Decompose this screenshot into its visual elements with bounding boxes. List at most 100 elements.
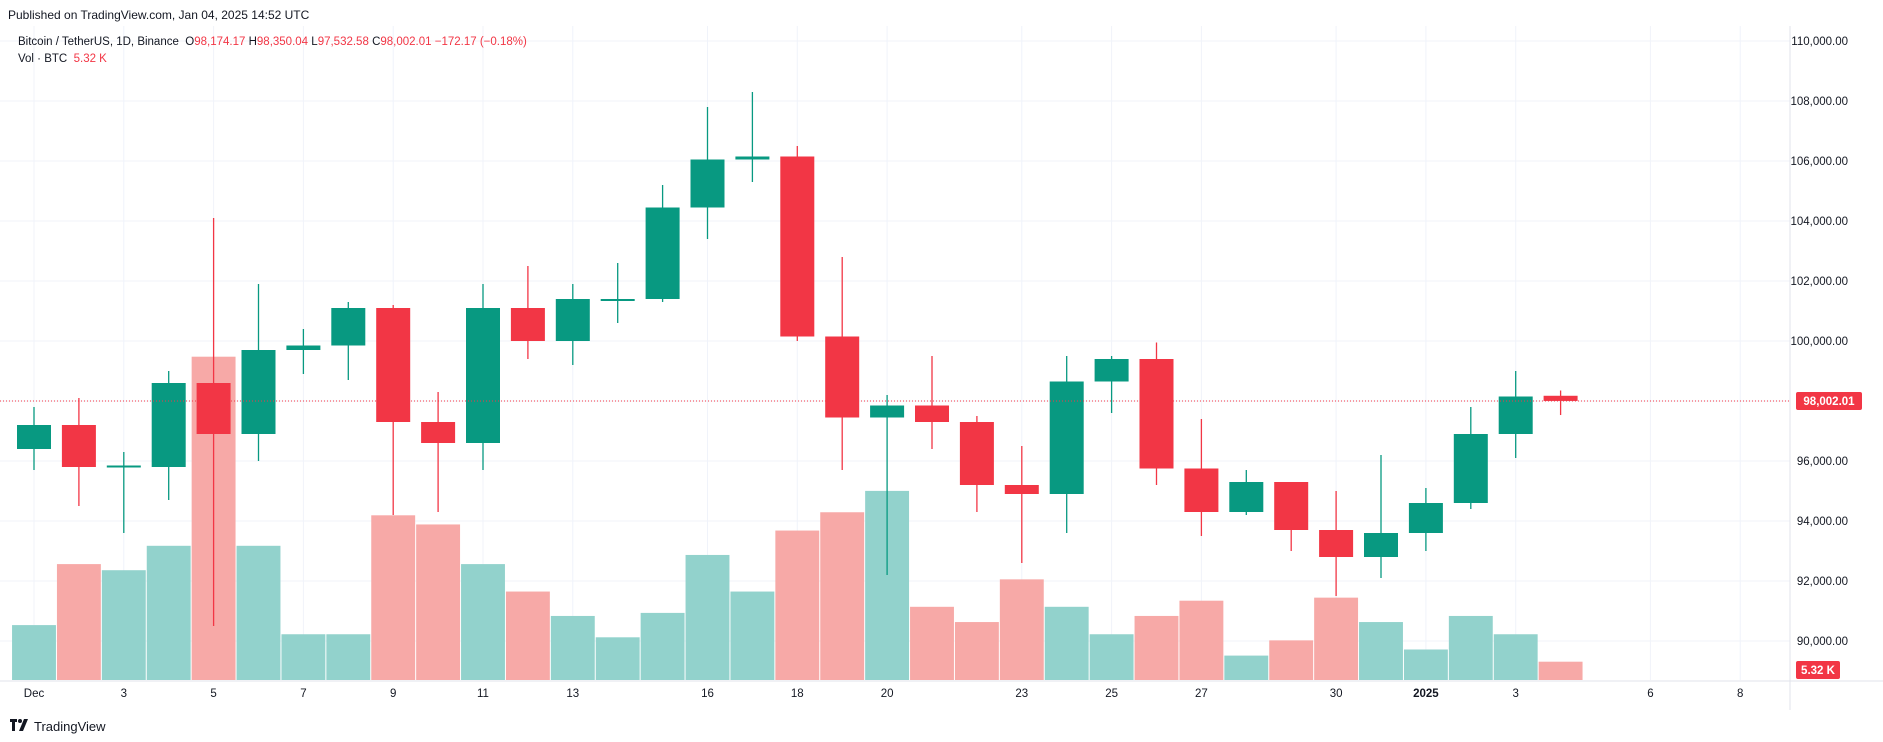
time-tick-label: 3 xyxy=(1512,688,1518,700)
candle-body xyxy=(376,308,411,422)
candle-body xyxy=(1408,503,1443,533)
candle-body xyxy=(600,299,635,301)
candle-body xyxy=(915,405,949,422)
time-tick-label: 27 xyxy=(1195,688,1208,700)
price-tick-label: 110,000.00 xyxy=(1791,36,1848,48)
volume-bar xyxy=(371,515,416,680)
candle-body xyxy=(825,336,860,418)
volume-bar xyxy=(954,622,999,680)
candle-body xyxy=(421,422,456,443)
candle-body xyxy=(1498,396,1533,434)
price-tick-label: 106,000.00 xyxy=(1790,156,1848,168)
volume-bar xyxy=(1044,606,1089,680)
current-volume-label: 5.32 K xyxy=(1801,665,1836,677)
time-tick-label: 2025 xyxy=(1413,688,1439,700)
volume-bar xyxy=(1179,600,1224,680)
volume-bar xyxy=(101,570,146,680)
volume-bar xyxy=(1403,649,1448,680)
price-tick-label: 100,000.00 xyxy=(1790,336,1848,348)
price-tick-label: 102,000.00 xyxy=(1790,276,1848,288)
ohlc-legend-row: Bitcoin / TetherUS, 1D, Binance O98,174.… xyxy=(18,34,527,51)
low-value: 97,532.58 xyxy=(317,36,369,48)
low-label: L xyxy=(311,36,318,48)
volume-bar xyxy=(910,606,954,680)
volume-bar xyxy=(550,615,595,680)
volume-bar xyxy=(999,579,1044,680)
candle-body xyxy=(1453,434,1488,503)
candle-body xyxy=(959,422,994,485)
candle-body xyxy=(1364,533,1398,557)
time-tick-label: Dec xyxy=(24,688,45,700)
volume-bar xyxy=(1359,622,1403,680)
volume-bar xyxy=(1538,661,1583,680)
current-volume-badge xyxy=(1796,661,1840,679)
time-tick-label: 5 xyxy=(210,688,216,700)
candle-body xyxy=(870,405,905,418)
symbol-title[interactable]: Bitcoin / TetherUS, 1D, Binance xyxy=(18,36,179,48)
volume-bar xyxy=(1269,640,1314,680)
candle-body xyxy=(61,425,96,467)
chart-legend: Bitcoin / TetherUS, 1D, Binance O98,174.… xyxy=(18,34,527,68)
time-tick-label: 8 xyxy=(1737,688,1743,700)
price-tick-label: 94,000.00 xyxy=(1797,516,1848,528)
volume-bar xyxy=(416,524,461,680)
volume-bar xyxy=(685,554,730,680)
candle-body xyxy=(780,156,815,337)
candle-body xyxy=(1229,482,1264,512)
candle-body xyxy=(1184,468,1219,512)
candle-body xyxy=(555,299,590,341)
volume-bar xyxy=(146,545,191,680)
candle-body xyxy=(466,308,500,443)
volume-label[interactable]: Vol · BTC xyxy=(18,53,68,65)
time-tick-label: 23 xyxy=(1015,688,1028,700)
candle-body xyxy=(1094,359,1129,382)
published-header: Published on TradingView.com, Jan 04, 20… xyxy=(8,8,310,22)
candle-body xyxy=(17,425,51,449)
volume-bar xyxy=(1448,615,1493,680)
volume-bar xyxy=(12,625,56,680)
time-tick-label: 30 xyxy=(1330,688,1343,700)
price-tick-label: 108,000.00 xyxy=(1790,96,1848,108)
price-tick-label: 104,000.00 xyxy=(1790,216,1848,228)
volume-bar xyxy=(281,634,326,680)
time-tick-label: 13 xyxy=(566,688,579,700)
time-tick-label: 3 xyxy=(121,688,127,700)
volume-bar xyxy=(326,634,371,680)
volume-bar xyxy=(1493,634,1538,680)
high-value: 98,350.04 xyxy=(256,36,309,48)
time-tick-label: 16 xyxy=(701,688,714,700)
candle-body xyxy=(241,350,276,434)
change-value: −172.17 (−0.18%) xyxy=(434,36,527,48)
time-tick-label: 7 xyxy=(300,688,306,700)
candle-body xyxy=(151,383,186,467)
open-label: O xyxy=(185,36,195,48)
candle-body xyxy=(1543,395,1578,401)
candle-body xyxy=(1319,530,1354,557)
volume-bar xyxy=(461,564,505,680)
open-value: 98,174.17 xyxy=(194,36,246,48)
volume-bar xyxy=(1089,634,1134,680)
price-tick-label: 96,000.00 xyxy=(1797,456,1848,468)
candle-body xyxy=(735,156,770,160)
time-tick-label: 25 xyxy=(1105,688,1118,700)
volume-bar xyxy=(505,591,550,680)
volume-bar xyxy=(1314,597,1359,680)
candle-body xyxy=(645,207,680,299)
brand-name: TradingView xyxy=(34,718,106,734)
price-tick-label: 90,000.00 xyxy=(1797,636,1848,648)
current-price-label: 98,002.01 xyxy=(1803,396,1855,408)
candle-body xyxy=(690,159,725,208)
volume-bar xyxy=(236,545,281,680)
footer-brand[interactable]: TradingView xyxy=(10,718,106,734)
volume-bar xyxy=(640,612,685,680)
candle-body xyxy=(1139,359,1174,469)
time-tick-label: 20 xyxy=(881,688,894,700)
time-tick-label: 6 xyxy=(1647,688,1653,700)
candle-body xyxy=(1049,381,1084,494)
tradingview-logo-icon xyxy=(10,718,30,734)
volume-bar xyxy=(730,591,775,680)
volume-legend-row: Vol · BTC 5.32 K xyxy=(18,51,527,68)
volume-bar xyxy=(1134,615,1179,680)
time-tick-label: 11 xyxy=(477,688,489,700)
